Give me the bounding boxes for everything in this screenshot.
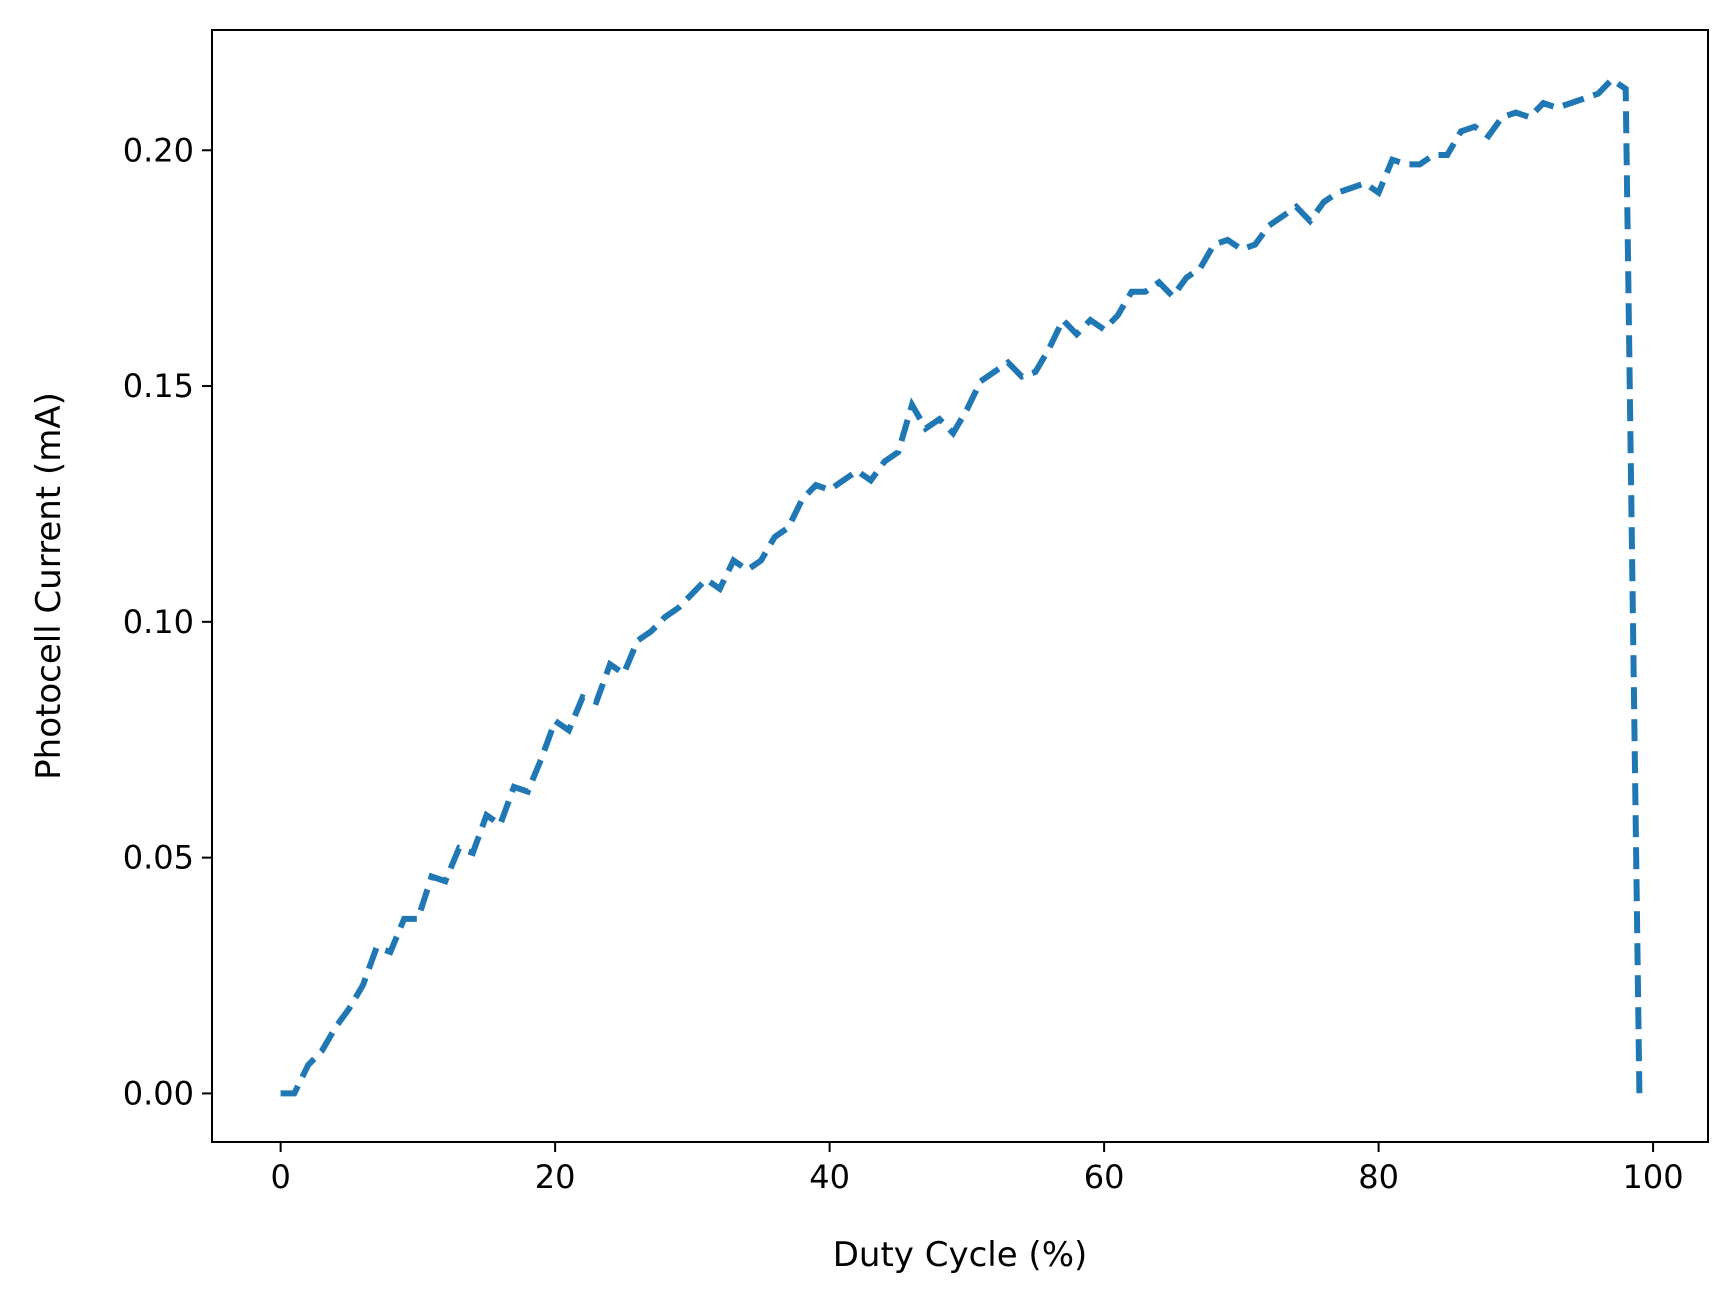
x-tick-label: 100: [1623, 1158, 1684, 1196]
x-tick-label: 80: [1358, 1158, 1399, 1196]
x-axis-title: Duty Cycle (%): [833, 1235, 1088, 1275]
y-tick-label: 0.00: [123, 1074, 194, 1112]
series-line: [280, 75, 1643, 1097]
y-axis: 0.00 0.05 0.10 0.15 0.20: [123, 131, 212, 1112]
y-axis-title: Photocell Current (mA): [29, 392, 69, 780]
plot-area: [280, 75, 1643, 1097]
x-tick-label: 20: [535, 1158, 576, 1196]
x-tick-label: 0: [270, 1158, 290, 1196]
x-tick-label: 40: [809, 1158, 850, 1196]
y-tick-label: 0.05: [123, 839, 194, 877]
x-axis: 0 20 40 60 80 100: [270, 1142, 1684, 1196]
y-tick-label: 0.15: [123, 367, 194, 405]
x-tick-label: 60: [1084, 1158, 1125, 1196]
axes-frame: [211, 29, 1709, 1143]
y-tick-label: 0.10: [123, 603, 194, 641]
y-tick-label: 0.20: [123, 131, 194, 169]
